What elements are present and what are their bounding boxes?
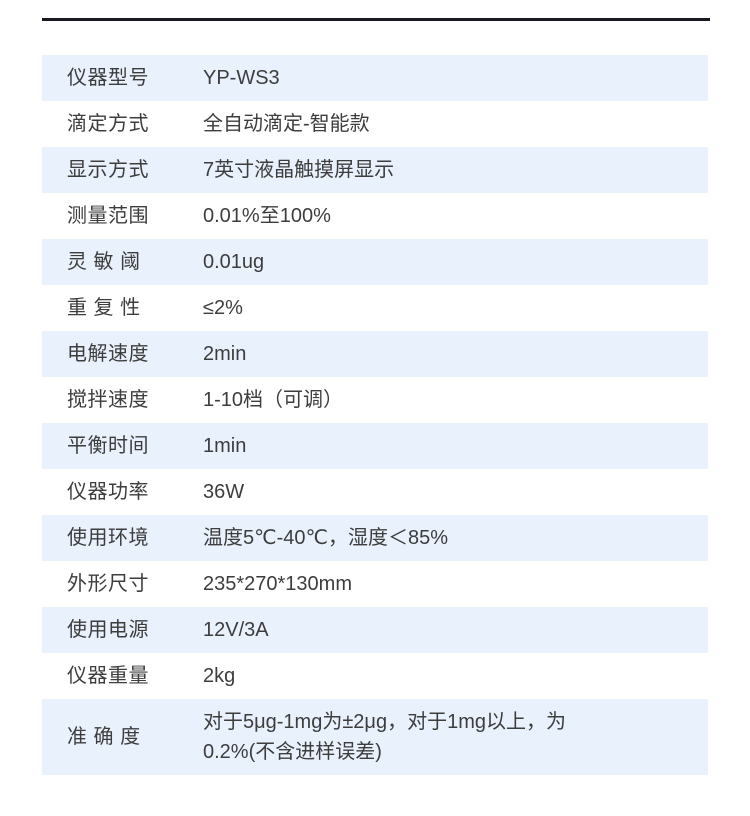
spec-label: 灵 敏 阈 bbox=[67, 251, 141, 273]
spec-value: 7英寸液晶触摸屏显示 bbox=[203, 159, 395, 181]
spec-label: 使用环境 bbox=[67, 527, 149, 549]
spec-value: 全自动滴定-智能款 bbox=[203, 113, 370, 135]
spec-row: 仪器功率 36W bbox=[42, 469, 708, 515]
spec-value: 2min bbox=[203, 343, 247, 365]
spec-row: 滴定方式 全自动滴定-智能款 bbox=[42, 101, 708, 147]
spec-row: 外形尺寸 235*270*130mm bbox=[42, 561, 708, 607]
spec-row: 搅拌速度 1-10档（可调） bbox=[42, 377, 708, 423]
spec-row: 使用环境 温度5℃-40℃，湿度＜85% bbox=[42, 515, 708, 561]
spec-value: 2kg bbox=[203, 665, 236, 687]
spec-label: 平衡时间 bbox=[67, 435, 149, 457]
spec-label: 外形尺寸 bbox=[67, 573, 149, 595]
spec-value: 1-10档（可调） bbox=[203, 389, 344, 411]
spec-row: 测量范围 0.01%至100% bbox=[42, 193, 708, 239]
top-divider-rule bbox=[42, 18, 710, 21]
spec-value: 1min bbox=[203, 435, 247, 457]
spec-label: 显示方式 bbox=[67, 159, 149, 181]
spec-row: 显示方式 7英寸液晶触摸屏显示 bbox=[42, 147, 708, 193]
spec-value: 36W bbox=[203, 481, 245, 503]
spec-value: 对于5μg-1mg为±2μg，对于1mg以上，为 0.2%(不含进样误差) bbox=[203, 711, 566, 763]
spec-value: 235*270*130mm bbox=[203, 573, 352, 595]
spec-row: 准 确 度 对于5μg-1mg为±2μg，对于1mg以上，为 0.2%(不含进样… bbox=[42, 699, 708, 775]
spec-label: 滴定方式 bbox=[67, 113, 149, 135]
spec-label: 电解速度 bbox=[67, 343, 149, 365]
spec-label: 使用电源 bbox=[67, 619, 149, 641]
spec-label: 仪器型号 bbox=[67, 67, 149, 89]
spec-value: 温度5℃-40℃，湿度＜85% bbox=[203, 527, 448, 549]
spec-value: 12V/3A bbox=[203, 619, 269, 641]
spec-value: YP-WS3 bbox=[203, 67, 280, 89]
spec-row: 重 复 性 ≤2% bbox=[42, 285, 708, 331]
spec-row: 电解速度 2min bbox=[42, 331, 708, 377]
spec-label: 测量范围 bbox=[67, 205, 149, 227]
spec-label: 仪器重量 bbox=[67, 665, 149, 687]
spec-row: 使用电源 12V/3A bbox=[42, 607, 708, 653]
spec-label: 仪器功率 bbox=[67, 481, 149, 503]
spec-row: 灵 敏 阈 0.01ug bbox=[42, 239, 708, 285]
spec-value: ≤2% bbox=[203, 297, 243, 319]
spec-value: 0.01ug bbox=[203, 251, 265, 273]
spec-table: 仪器型号 YP-WS3 滴定方式 全自动滴定-智能款 显示方式 7英寸液晶触摸屏… bbox=[42, 55, 708, 775]
spec-row: 平衡时间 1min bbox=[42, 423, 708, 469]
spec-row: 仪器重量 2kg bbox=[42, 653, 708, 699]
spec-value: 0.01%至100% bbox=[203, 205, 331, 227]
spec-label: 重 复 性 bbox=[67, 297, 141, 319]
spec-label: 搅拌速度 bbox=[67, 389, 149, 411]
spec-row: 仪器型号 YP-WS3 bbox=[42, 55, 708, 101]
spec-label: 准 确 度 bbox=[67, 726, 141, 748]
